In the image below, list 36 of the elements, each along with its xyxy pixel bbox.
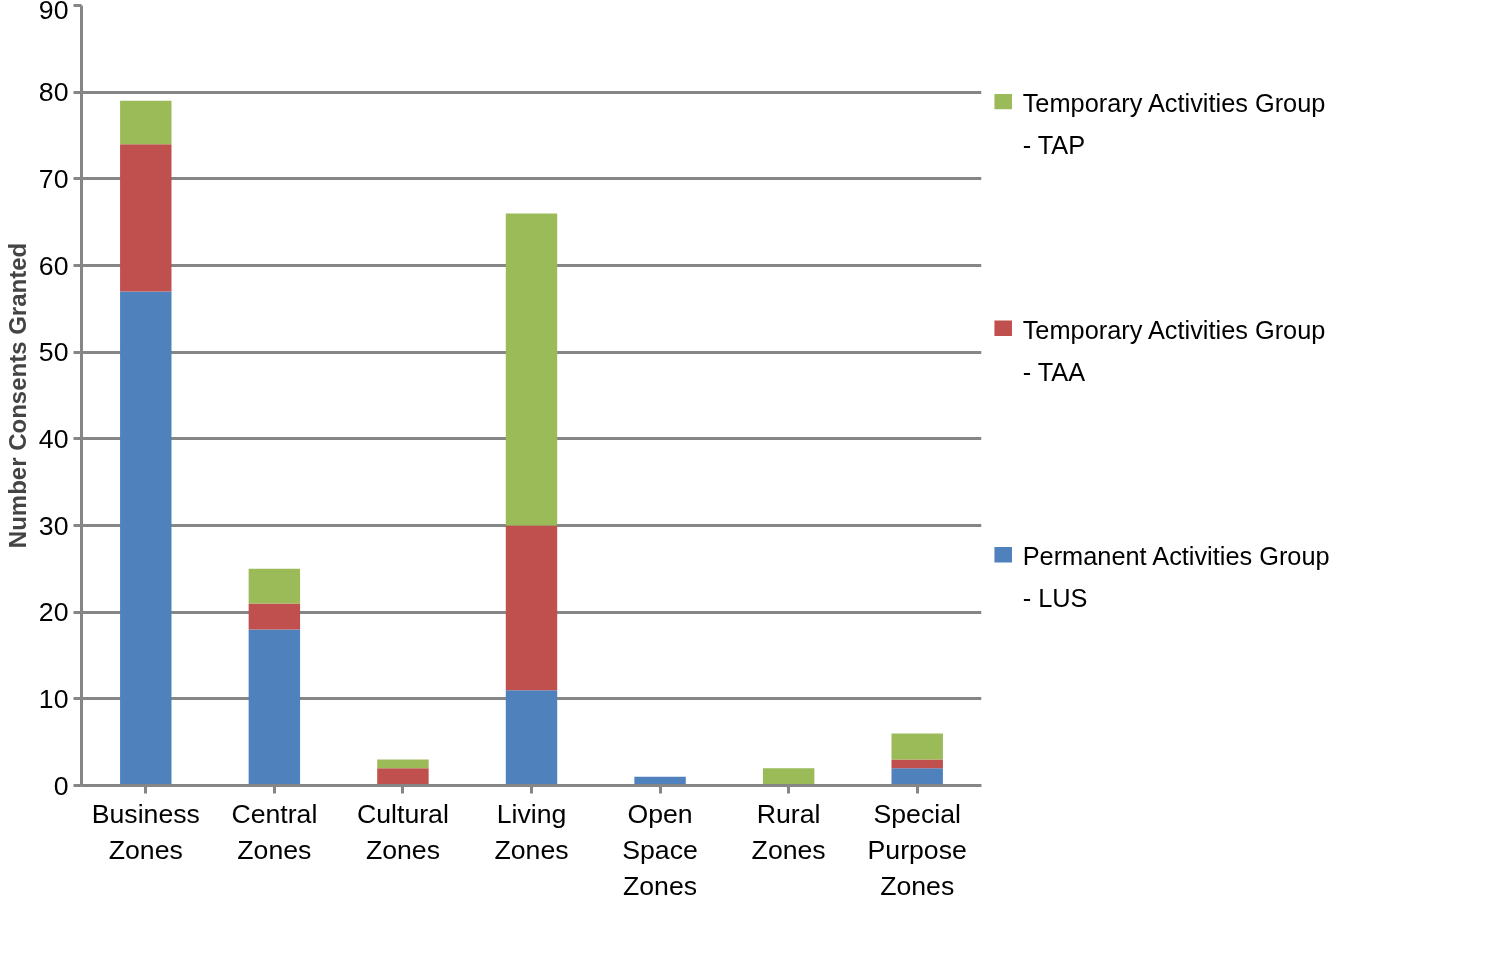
x-tick-label: Rural Zones — [751, 798, 826, 865]
x-tick-label: Cultural Zones — [357, 798, 449, 865]
bar — [891, 733, 943, 760]
y-axis-title: Number Consents Granted — [3, 242, 31, 549]
x-tick-label: Special Purpose Zones — [867, 798, 967, 901]
y-tick-label: 80 — [38, 77, 69, 108]
y-tick-label: 90 — [38, 0, 69, 25]
bar — [505, 213, 558, 526]
x-tick-label: Open Space Zones — [622, 798, 698, 901]
y-tick-label: 20 — [38, 597, 69, 628]
bar — [120, 144, 172, 292]
bar — [377, 768, 429, 786]
y-tick-label: 10 — [38, 683, 69, 714]
bar — [505, 690, 558, 786]
bar — [120, 100, 172, 145]
bar — [891, 759, 943, 769]
bar — [120, 291, 172, 786]
y-tick-label: 70 — [38, 163, 69, 194]
legend-label: Temporary Activities Group - TAP — [1022, 89, 1326, 160]
x-tick-label: Business Zones — [91, 798, 200, 865]
legend-label: Permanent Activities Group - LUS — [1022, 542, 1330, 613]
x-tick-label: Living Zones — [494, 798, 569, 865]
bar — [248, 603, 301, 630]
bar — [377, 759, 429, 769]
bar — [248, 629, 301, 786]
y-tick-label: 30 — [38, 510, 69, 541]
bar — [505, 525, 558, 691]
bar — [248, 568, 301, 604]
y-tick-label: 50 — [38, 337, 69, 368]
bar — [762, 768, 815, 786]
bar — [891, 768, 943, 786]
legend-label: Temporary Activities Group - TAA — [1022, 315, 1326, 386]
y-tick-label: 60 — [38, 250, 69, 281]
y-tick-label: 0 — [53, 770, 69, 801]
y-tick-label: 40 — [38, 423, 69, 454]
x-tick-label: Central Zones — [231, 798, 318, 865]
